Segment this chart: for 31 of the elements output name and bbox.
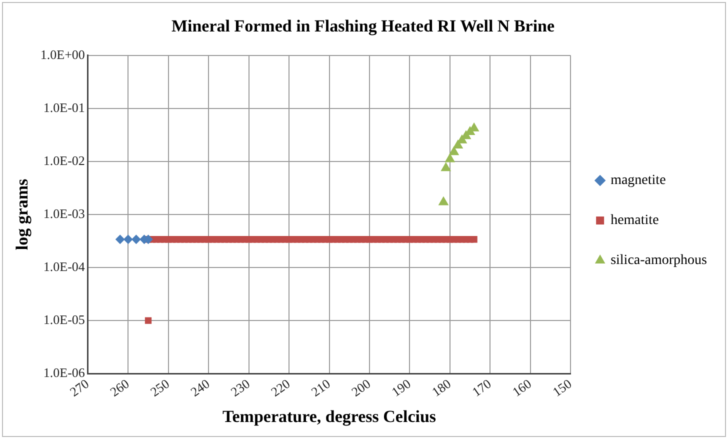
legend-label: silica-amorphous [610,253,707,268]
y-tick-label: 1.0E+00 [40,46,85,62]
y-tick-label: 1.0E-01 [43,100,85,115]
x-tick-label: 250 [147,376,172,400]
point [132,234,141,244]
legend-label: hematite [610,213,659,228]
y-axis-title: log grams [12,178,32,250]
point [441,162,451,172]
x-tick-label: 170 [469,376,494,400]
x-tick-label: 220 [268,376,293,400]
y-tick-label: 1.0E-02 [43,152,85,168]
x-tick-label: 210 [308,376,333,400]
x-tick-label: 260 [107,376,132,400]
x-tick-label: 150 [550,376,574,400]
y-tick-label: 1.0E-04 [43,258,86,274]
x-tick-label: 160 [509,376,534,400]
point [449,146,459,156]
point [124,234,133,244]
y-tick-label: 1.0E-03 [43,206,85,221]
legend-label: magnetite [610,173,666,188]
chart-title: Mineral Formed in Flashing Heated RI Well N Brine [171,16,556,36]
x-tick-label: 180 [429,376,454,400]
x-tick-label: 200 [348,376,374,400]
x-tick-label: 240 [188,376,212,400]
x-axis-title: Temperature, degress Celcius [222,407,436,426]
point [445,154,455,162]
point [438,196,448,206]
x-tick-label: 230 [228,376,252,400]
x-tick-label: 190 [388,376,414,400]
point [116,234,125,244]
y-tick-label: 1.0E-05 [43,312,85,328]
